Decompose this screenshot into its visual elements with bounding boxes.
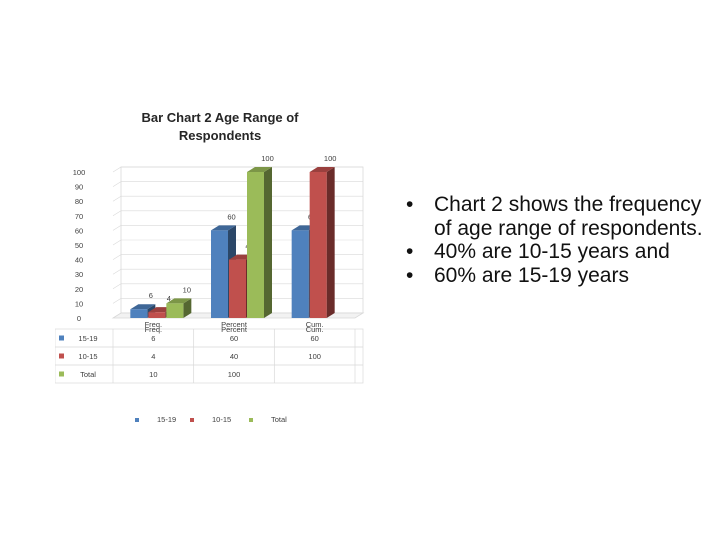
- data-table-cell: 100: [228, 370, 241, 379]
- data-label: 60: [227, 212, 235, 221]
- bar: [211, 230, 228, 318]
- bullet-item: • Chart 2 shows the frequency of age rang…: [400, 193, 710, 240]
- y-tick-label: 70: [75, 212, 83, 221]
- gridline-side: [112, 283, 122, 290]
- data-table-row-label: Total: [80, 370, 96, 379]
- y-tick-label: 0: [77, 314, 81, 323]
- y-tick-label: 20: [75, 285, 83, 294]
- x-category-label: Freq.: [145, 320, 163, 329]
- bar-top: [247, 167, 272, 172]
- legend-key: [59, 335, 64, 341]
- bar-side: [326, 167, 335, 318]
- legend-swatch: [190, 418, 194, 422]
- y-tick-label: 80: [75, 197, 83, 206]
- data-table-cell: 100: [308, 352, 321, 361]
- bar-side: [183, 298, 192, 318]
- data-label: 100: [324, 154, 337, 163]
- bar: [229, 259, 246, 318]
- bar: [166, 303, 184, 318]
- legend-key: [59, 371, 64, 377]
- bar-side: [264, 167, 272, 318]
- bullet-text: Chart 2 shows the frequency of age range…: [434, 193, 703, 240]
- bullet-list: • Chart 2 shows the frequency of age rang…: [400, 193, 710, 287]
- legend-swatch: [135, 418, 139, 422]
- bullet-glyph: •: [406, 193, 414, 216]
- data-table-frame: [55, 328, 364, 384]
- gridline-side: [112, 298, 122, 304]
- bar-top: [130, 304, 156, 310]
- x-category-label: Percent: [221, 320, 248, 329]
- y-tick-label: 50: [75, 241, 83, 250]
- data-table-cell: 60: [310, 334, 318, 343]
- gridline-side: [112, 181, 122, 187]
- bullet-item: • 40% are 10-15 years and: [400, 240, 710, 264]
- bar-top: [211, 225, 236, 231]
- data-table-header: Cum.: [306, 325, 324, 334]
- data-table-row-label: 10-15: [78, 352, 97, 361]
- gridline-side: [112, 239, 122, 246]
- legend-swatch: [249, 418, 253, 422]
- gridline-side: [112, 166, 122, 173]
- chart-canvas: 0 10 20 30 40 50 60 70 80 90 100 Bar Chart 2 Age Ra…: [55, 110, 365, 424]
- data-table-header: Freq.: [145, 325, 163, 334]
- gridline-side: [112, 254, 122, 260]
- gridline-side: [112, 268, 122, 275]
- y-tick-label: 40: [75, 256, 83, 265]
- data-label: 6: [149, 291, 153, 300]
- data-table-cell: 60: [230, 334, 238, 343]
- data-label: 10: [183, 285, 191, 294]
- bar: [130, 309, 148, 318]
- y-tick-label: 30: [75, 270, 83, 279]
- bullet-item: • 60% are 15-19 years: [400, 264, 710, 288]
- data-table-row-label: 15-19: [78, 334, 97, 343]
- bullet-glyph: •: [406, 240, 414, 263]
- bar-top: [166, 298, 192, 304]
- gridline-side: [112, 210, 122, 217]
- legend-key: [59, 353, 64, 359]
- chart-title: Bar Chart 2 Age Range of: [142, 110, 300, 125]
- data-table-cell: 6: [151, 334, 155, 343]
- bullet-text: 40% are 10-15 years and: [434, 240, 670, 263]
- gridline-side: [112, 195, 122, 202]
- bar-chart: 0 10 20 30 40 50 60 70 80 90 100 Bar Chart 2 Age Ra…: [55, 100, 385, 430]
- x-category-label: Cum.: [306, 320, 324, 329]
- legend-label: Total: [271, 415, 287, 424]
- bar: [309, 172, 327, 318]
- chart-title: Respondents: [179, 128, 261, 143]
- y-tick-label: 100: [73, 168, 86, 177]
- data-table-cell: 4: [151, 352, 155, 361]
- gridline-side: [112, 225, 122, 231]
- bullet-text: 60% are 15-19 years: [434, 263, 629, 287]
- y-tick-label: 90: [75, 183, 83, 192]
- y-tick-label: 60: [75, 226, 83, 235]
- data-table-cell: 10: [149, 370, 157, 379]
- legend-label: 10-15: [212, 415, 231, 424]
- gridline-side: [112, 312, 122, 319]
- bullet-glyph: •: [406, 263, 414, 287]
- bar: [291, 230, 309, 318]
- bar-top: [309, 167, 335, 172]
- data-table-header: Percent: [221, 325, 248, 334]
- data-table-cell: 40: [230, 352, 238, 361]
- data-label: 100: [261, 154, 274, 163]
- bar: [247, 172, 264, 318]
- y-tick-label: 10: [75, 299, 83, 308]
- legend-label: 15-19: [157, 415, 176, 424]
- bar: [148, 312, 166, 318]
- data-label: 4: [167, 294, 171, 303]
